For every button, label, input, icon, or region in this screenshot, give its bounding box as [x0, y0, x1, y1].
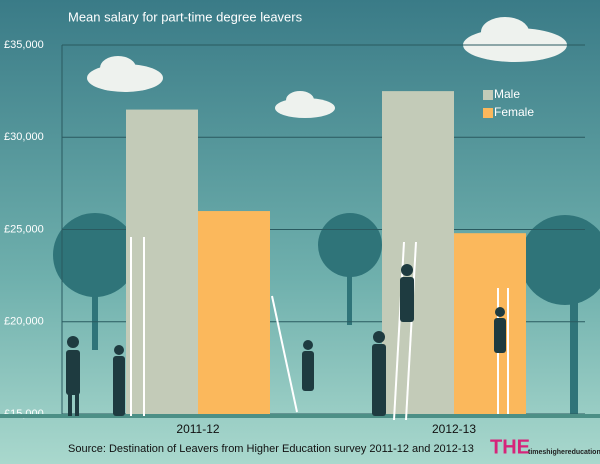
y-tick-label: £20,000 [4, 316, 44, 328]
bar [198, 211, 270, 414]
plot: £15,000 £20,000 £25,000 £30,000 £35,000 2011-… [0, 39, 600, 436]
legend-swatch [483, 90, 493, 100]
legend-label: Female [494, 105, 534, 119]
bar [382, 91, 454, 414]
y-tick-label: £15,000 [4, 408, 44, 420]
bar [126, 109, 198, 414]
logo-url: timeshighereducation.co.uk [528, 449, 600, 456]
people [66, 264, 506, 416]
ground [0, 414, 600, 418]
legend-swatch [483, 108, 493, 118]
bar [454, 233, 526, 414]
y-tick-label: £25,000 [4, 223, 44, 235]
y-tick-label: £35,000 [4, 39, 44, 51]
clouds [87, 17, 567, 118]
y-tick-label: £30,000 [4, 131, 44, 143]
x-tick-label: 2011-12 [176, 422, 219, 436]
x-tick-label: 2012-13 [432, 422, 476, 436]
legend-label: Male [494, 87, 520, 101]
chart-title: Mean salary for part-time degree leavers [68, 9, 303, 24]
logo-mark: THE [490, 436, 530, 458]
source-note: Source: Destination of Leavers from High… [68, 443, 474, 455]
